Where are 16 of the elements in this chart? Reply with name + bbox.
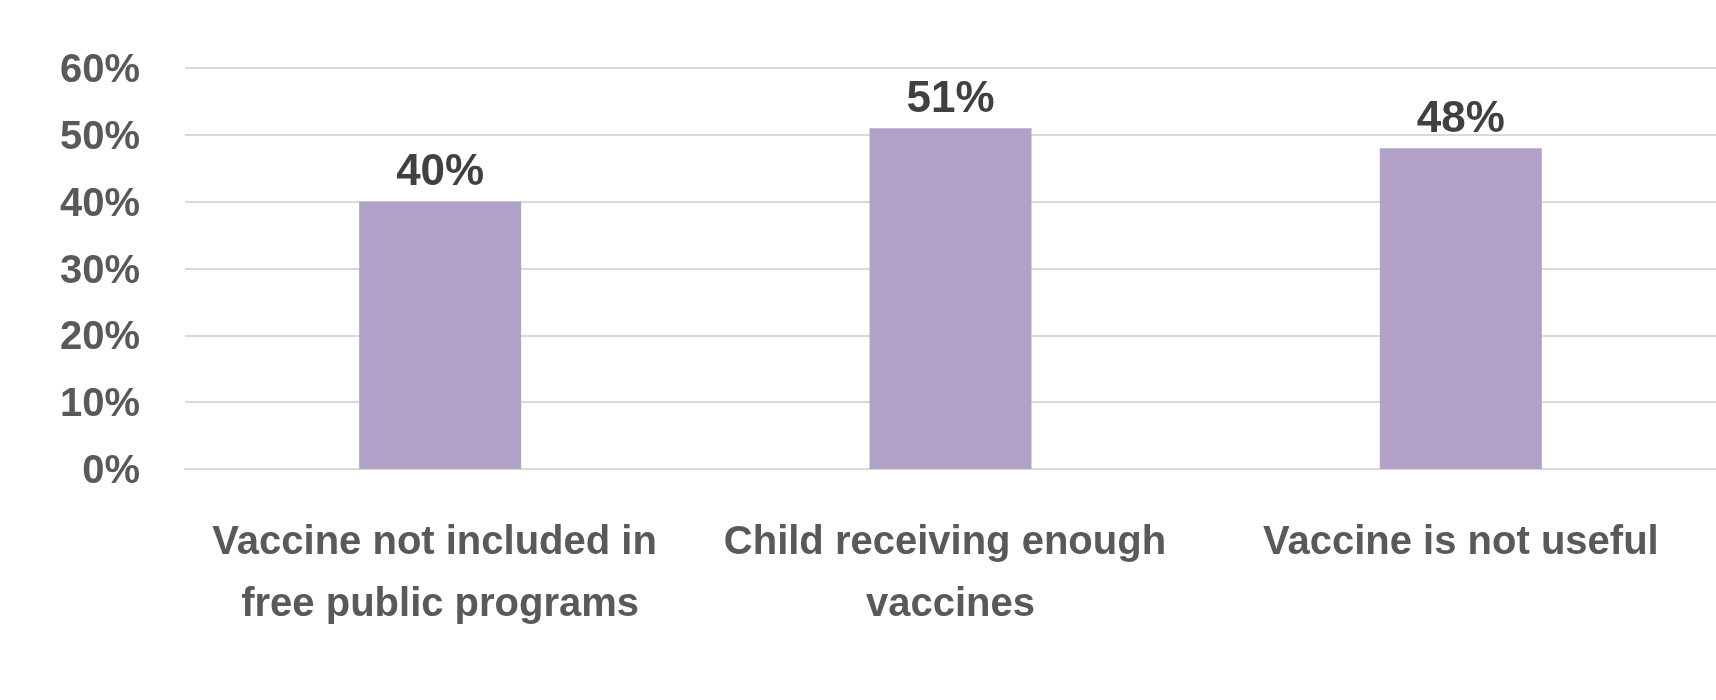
y-tick-label: 0% <box>82 447 140 491</box>
bar <box>359 201 522 469</box>
data-label: 48% <box>1416 91 1505 141</box>
data-label: 51% <box>906 71 995 121</box>
x-tick-label: Vaccine not included in free public programs <box>212 518 668 624</box>
y-tick-label: 50% <box>59 112 140 157</box>
bar <box>1379 148 1542 469</box>
data-label: 40% <box>396 145 485 195</box>
y-tick-label: 60% <box>59 46 140 90</box>
x-tick-label: Child receiving enough vaccines <box>723 518 1178 624</box>
y-tick-label: 30% <box>59 246 140 291</box>
y-tick-label: 10% <box>59 380 140 425</box>
bar <box>869 128 1032 469</box>
x-tick-label: Vaccine is not useful <box>1262 518 1659 562</box>
y-tick-label: 40% <box>59 179 140 224</box>
y-tick-label: 20% <box>59 313 140 358</box>
